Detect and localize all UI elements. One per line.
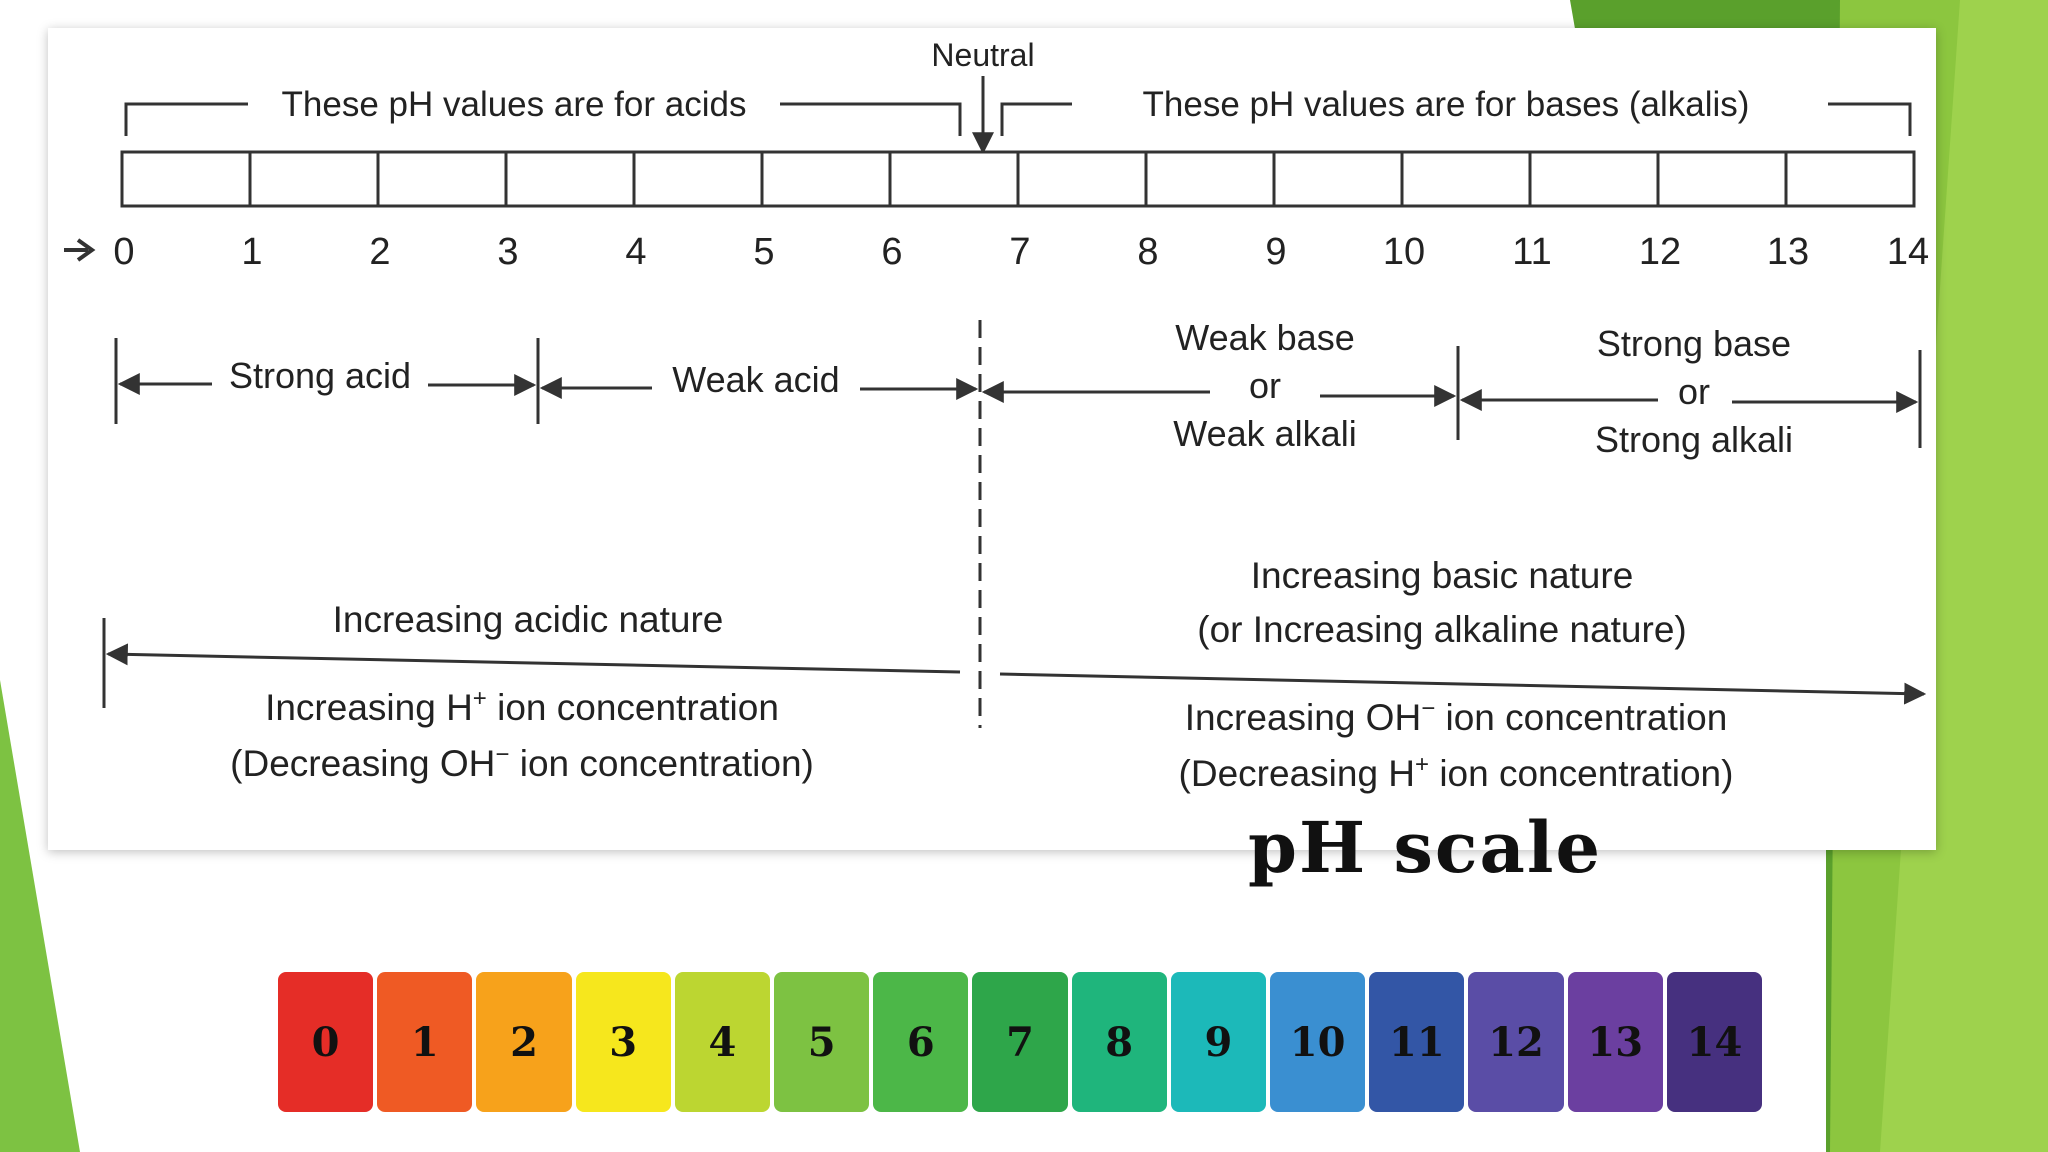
- ph-color-swatch: 8: [1071, 972, 1167, 1112]
- ph-color-scale: 0 1 2 3 4 5 6 7 8 9 10 11 12 13 14: [278, 972, 1763, 1112]
- weak-acid-label: Weak acid: [672, 359, 839, 400]
- ph-color-swatch: 14: [1666, 972, 1763, 1112]
- strong-base-line2: Strong alkali: [1595, 419, 1793, 460]
- acidic-trend-label: Increasing acidic nature: [333, 599, 724, 640]
- ph-color-swatch: 11: [1369, 972, 1465, 1112]
- scale-tick-label: 14: [1887, 231, 1929, 273]
- scale-tick-label: 10: [1383, 231, 1425, 273]
- scale-tick-label: 12: [1639, 231, 1681, 273]
- strong-base-or: or: [1678, 371, 1710, 412]
- acids-bracket-label: These pH values are for acids: [282, 85, 747, 124]
- scale-tick-label: 3: [497, 231, 518, 273]
- basic-trend-line2: (or Increasing alkaline nature): [1197, 609, 1686, 650]
- ph-color-swatch: 9: [1170, 972, 1267, 1112]
- basic-ion-line2: (Decreasing H+ ion concentration): [1179, 751, 1734, 794]
- scale-tick-label: 11: [1512, 231, 1551, 273]
- scale-tick-label: 5: [753, 231, 774, 273]
- basic-ion-line1: Increasing OH− ion concentration: [1185, 695, 1728, 738]
- scale-tick-label: 1: [241, 231, 262, 273]
- acids-bracket: These pH values are for acids: [124, 85, 962, 136]
- ph-color-swatch: 10: [1270, 972, 1366, 1112]
- ph-color-swatch: 5: [774, 972, 870, 1112]
- weak-base-or: or: [1249, 365, 1281, 406]
- ph-color-swatch: 3: [575, 972, 671, 1112]
- bases-bracket: These pH values are for bases (alkalis): [1000, 85, 1912, 136]
- ph-color-swatch: 6: [873, 972, 969, 1112]
- weak-base-line1: Weak base: [1175, 317, 1354, 358]
- scale-tick-label: 2: [369, 231, 390, 273]
- ph-diagram: Neutral These pH values are for acids Th…: [64, 37, 1929, 794]
- ph-diagram-panel: Neutral These pH values are for acids Th…: [48, 28, 1936, 850]
- scale-tick-labels: 0 1 2 3 4 5 6 7 8 9 10 11 12 13 14: [113, 231, 1929, 273]
- strong-acid-label: Strong acid: [229, 355, 411, 396]
- ph-color-swatch: 1: [377, 972, 473, 1112]
- acidic-ion-line1: Increasing H+ ion concentration: [265, 685, 779, 728]
- ph-color-swatch: 12: [1468, 972, 1564, 1112]
- scale-start-arrow: [64, 238, 96, 262]
- scale-tick-label: 0: [113, 231, 134, 273]
- scale-tick-label: 4: [625, 231, 646, 273]
- basic-trend-arrow: [999, 672, 1927, 705]
- scale-tick-label: 8: [1137, 231, 1158, 273]
- strong-base-line1: Strong base: [1597, 323, 1791, 364]
- scale-tick-label: 6: [881, 231, 902, 273]
- ph-color-swatch: 0: [278, 972, 374, 1112]
- ph-scale-title: pH scale: [1248, 806, 1602, 889]
- scale-tick-label: 9: [1265, 231, 1286, 273]
- scale-tick-label: 7: [1009, 231, 1030, 273]
- acidic-trend-arrow: [105, 643, 961, 674]
- acidic-ion-line2: (Decreasing OH− ion concentration): [230, 741, 814, 784]
- decor-right-green-mid: [1880, 0, 2048, 1152]
- ph-color-swatch: 4: [674, 972, 771, 1112]
- bases-bracket-label: These pH values are for bases (alkalis): [1143, 85, 1750, 124]
- neutral-label: Neutral: [931, 37, 1034, 73]
- decor-left-green: [0, 680, 80, 1152]
- ph-color-swatch: 7: [972, 972, 1068, 1112]
- scale-tick-lines: [248, 152, 1788, 206]
- basic-trend-line1: Increasing basic nature: [1251, 555, 1634, 596]
- weak-base-line2: Weak alkali: [1173, 413, 1356, 454]
- scale-tick-label: 13: [1767, 231, 1809, 273]
- ph-color-swatch: 2: [476, 972, 572, 1112]
- ph-color-swatch: 13: [1567, 972, 1663, 1112]
